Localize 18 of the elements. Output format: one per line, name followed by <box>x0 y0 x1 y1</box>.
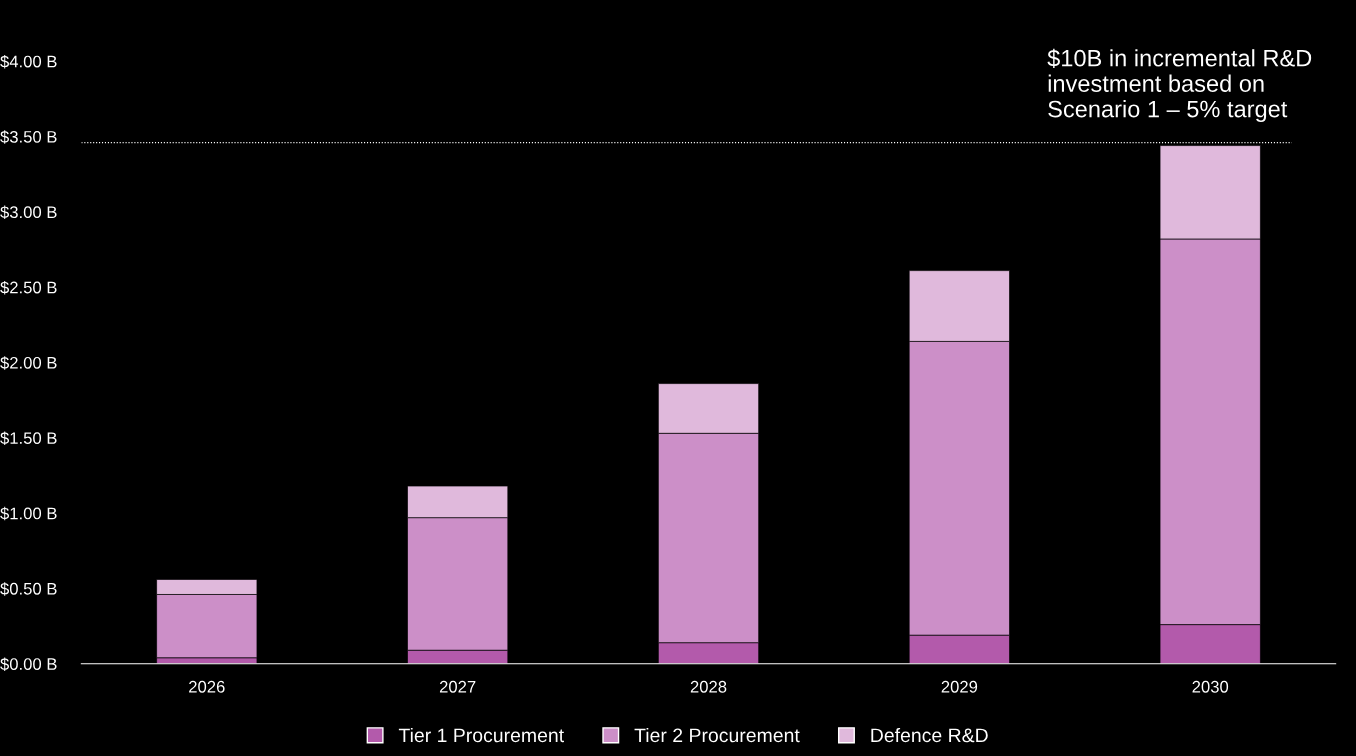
x-tick-label: 2029 <box>941 680 978 693</box>
y-tick-label: $1.00 B <box>0 506 57 521</box>
y-tick-label: $2.00 B <box>0 356 57 370</box>
y-tick-label: $3.00 B <box>0 205 57 220</box>
legend-label: Defence R&D <box>871 727 988 743</box>
y-tick-label: $0.00 B <box>0 657 57 671</box>
x-tick-label: 2027 <box>439 680 476 693</box>
annotation: $10B in incremental R&D investment based on Scenario 1 – 5% target <box>1047 48 1312 123</box>
y-tick-label: $1.50 B <box>0 431 57 446</box>
y-tick-label: $0.50 B <box>0 582 57 596</box>
y-tick-label: $2.50 B <box>0 280 57 295</box>
legend-label: Tier 2 Procurement <box>634 727 800 743</box>
y-tick-label: $4.00 B <box>0 54 57 69</box>
y-tick-label: $3.50 B <box>0 130 57 144</box>
legend-label: Tier 1 Procurement <box>398 727 564 743</box>
x-tick-label: 2028 <box>690 680 727 693</box>
x-tick-label: 2026 <box>189 680 225 693</box>
x-tick-label: 2030 <box>1192 680 1229 693</box>
